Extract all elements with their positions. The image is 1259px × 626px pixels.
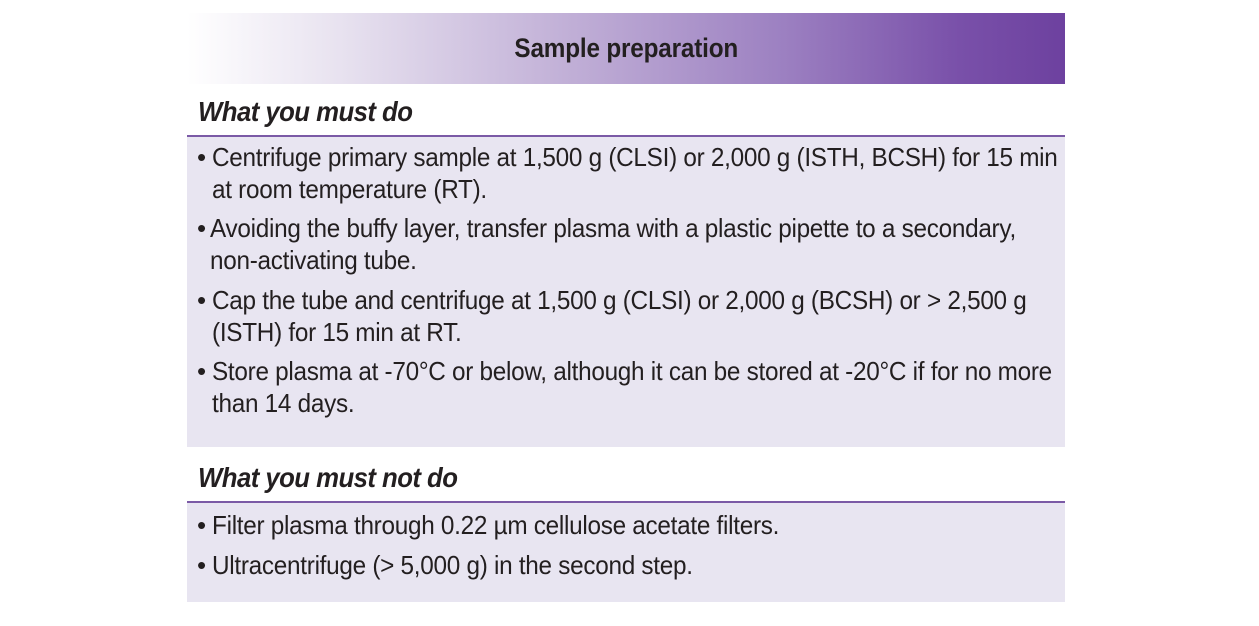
must-do-heading-row: What you must do	[187, 84, 1065, 137]
list-item-line: Centrifuge primary sample at 1,500 g (CL…	[212, 142, 1058, 172]
list-item: • Ultracentrifuge (> 5,000 g) in the sec…	[187, 549, 726, 581]
list-item-line: non-activating tube.	[210, 245, 417, 275]
list-item-line: at room temperature (RT).	[212, 174, 487, 204]
must-not-do-heading-row: What you must not do	[187, 447, 1065, 503]
must-do-body: • Centrifuge primary sample at 1,500 g (…	[187, 137, 1065, 447]
list-item: • Centrifuge primary sample at 1,500 g (…	[187, 141, 1116, 205]
bullet-icon: •	[197, 285, 206, 315]
list-item: • Store plasma at -70°C or below, althou…	[187, 355, 1110, 419]
must-not-do-heading: What you must not do	[198, 462, 458, 493]
bullet-icon: •	[197, 510, 206, 540]
list-item-line: Ultracentrifuge (> 5,000 g) in the secon…	[212, 550, 693, 580]
title-bar: Sample preparation	[187, 13, 1065, 84]
list-item-line: (ISTH) for 15 min at RT.	[212, 317, 462, 347]
bullet-icon: •	[197, 213, 206, 243]
list-item: • Filter plasma through 0.22 µm cellulos…	[187, 509, 819, 541]
list-item-line: Cap the tube and centrifuge at 1,500 g (…	[212, 285, 1027, 315]
list-item-line: Avoiding the buffy layer, transfer plasm…	[210, 213, 1016, 243]
bullet-icon: •	[197, 142, 206, 172]
list-item: • Cap the tube and centrifuge at 1,500 g…	[187, 284, 1083, 348]
must-not-do-body: • Filter plasma through 0.22 µm cellulos…	[187, 503, 1065, 602]
list-item-line: Store plasma at -70°C or below, although…	[212, 356, 1052, 386]
page-title: Sample preparation	[514, 33, 738, 63]
list-item-line: Filter plasma through 0.22 µm cellulose …	[212, 510, 780, 540]
sample-preparation-panel: Sample preparation What you must do • Ce…	[187, 13, 1065, 602]
list-item-line: than 14 days.	[212, 388, 355, 418]
bullet-icon: •	[197, 356, 206, 386]
list-item: • Avoiding the buffy layer, transfer pla…	[187, 212, 1072, 276]
must-do-heading: What you must do	[198, 96, 413, 127]
bullet-icon: •	[197, 550, 206, 580]
